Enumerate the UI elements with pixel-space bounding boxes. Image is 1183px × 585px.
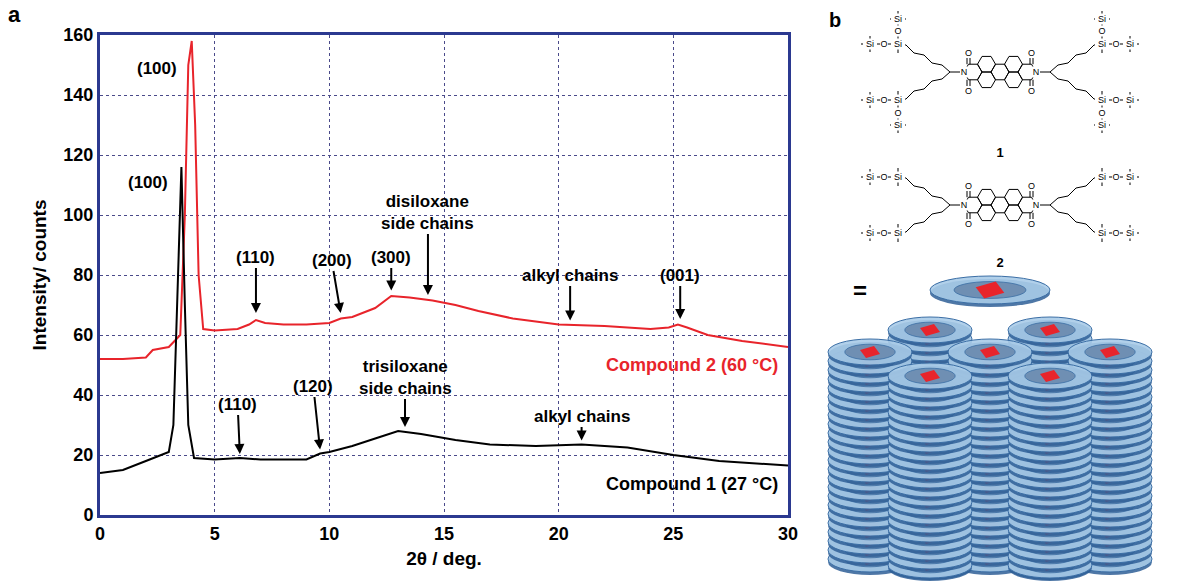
svg-text:O: O [965, 86, 972, 96]
svg-text:Si: Si [866, 172, 874, 182]
svg-text:O: O [1028, 48, 1035, 58]
svg-text:O: O [1028, 86, 1035, 96]
svg-text:O: O [965, 48, 972, 58]
svg-text:O: O [965, 181, 972, 191]
svg-text:Intensity/ counts: Intensity/ counts [29, 200, 50, 351]
svg-text:Si: Si [1098, 120, 1106, 130]
svg-text:(100): (100) [137, 59, 177, 78]
svg-text:O: O [1098, 108, 1105, 118]
svg-text:O: O [880, 228, 887, 238]
svg-text:Si: Si [1098, 172, 1106, 182]
svg-text:(300): (300) [371, 248, 411, 267]
svg-text:1: 1 [996, 145, 1003, 160]
svg-text:Si: Si [866, 95, 874, 105]
svg-text:O: O [880, 39, 887, 49]
svg-text:10: 10 [319, 524, 339, 544]
svg-text:O: O [965, 219, 972, 229]
svg-text:Si: Si [894, 120, 902, 130]
svg-text:N: N [1033, 200, 1040, 210]
svg-text:20: 20 [549, 524, 569, 544]
svg-text:Compound 2 (60 °C): Compound 2 (60 °C) [606, 355, 778, 375]
svg-text:5: 5 [210, 524, 220, 544]
svg-text:160: 160 [63, 25, 93, 45]
svg-text:Si: Si [866, 228, 874, 238]
svg-text:O: O [1112, 95, 1119, 105]
svg-text:N: N [1033, 67, 1040, 77]
svg-text:(120): (120) [293, 377, 333, 396]
svg-text:15: 15 [434, 524, 454, 544]
svg-text:O: O [880, 172, 887, 182]
svg-text:Si: Si [894, 172, 902, 182]
svg-text:20: 20 [73, 445, 93, 465]
svg-text:30: 30 [778, 524, 798, 544]
svg-text:Si: Si [1098, 39, 1106, 49]
svg-text:(200): (200) [312, 251, 352, 270]
svg-text:60: 60 [73, 325, 93, 345]
svg-text:O: O [894, 108, 901, 118]
svg-text:0: 0 [95, 524, 105, 544]
html-text:a: a [8, 2, 21, 27]
svg-text:alkyl chains: alkyl chains [534, 407, 630, 426]
svg-text:120: 120 [63, 145, 93, 165]
svg-text:0: 0 [83, 505, 93, 525]
svg-text:Si: Si [1098, 228, 1106, 238]
svg-text:O: O [1098, 26, 1105, 36]
svg-text:O: O [1028, 181, 1035, 191]
svg-text:(100): (100) [128, 173, 168, 192]
svg-text:Si: Si [1126, 172, 1134, 182]
svg-text:(110): (110) [236, 248, 275, 267]
svg-text:Si: Si [894, 95, 902, 105]
svg-text:80: 80 [73, 265, 93, 285]
svg-text:25: 25 [663, 524, 683, 544]
svg-text:O: O [1028, 219, 1035, 229]
svg-text:trisiloxaneside chains: trisiloxaneside chains [359, 357, 452, 398]
svg-text:Si: Si [1098, 95, 1106, 105]
svg-text:O: O [880, 95, 887, 105]
svg-text:Si: Si [1098, 14, 1106, 24]
svg-text:Si: Si [866, 39, 874, 49]
svg-text:Si: Si [894, 14, 902, 24]
svg-text:O: O [894, 26, 901, 36]
svg-text:Si: Si [894, 228, 902, 238]
svg-text:b: b [829, 9, 841, 31]
svg-text:(001): (001) [660, 266, 700, 285]
svg-text:2: 2 [996, 255, 1003, 270]
svg-text:Compound 1 (27 °C): Compound 1 (27 °C) [606, 474, 778, 494]
svg-text:disiloxaneside chains: disiloxaneside chains [381, 192, 474, 233]
svg-text:O: O [1112, 228, 1119, 238]
svg-text:Si: Si [1126, 228, 1134, 238]
svg-text:40: 40 [73, 385, 93, 405]
svg-text:2θ / deg.: 2θ / deg. [406, 548, 482, 569]
svg-text:100: 100 [63, 205, 93, 225]
svg-text:N: N [961, 67, 968, 77]
svg-text:Si: Si [1126, 39, 1134, 49]
svg-text:N: N [961, 200, 968, 210]
svg-text:Si: Si [1126, 95, 1134, 105]
svg-text:140: 140 [63, 85, 93, 105]
svg-text:(110): (110) [218, 395, 257, 414]
svg-text:Si: Si [894, 39, 902, 49]
svg-text:O: O [1112, 39, 1119, 49]
svg-text:alkyl chains: alkyl chains [522, 266, 618, 285]
svg-text:O: O [1112, 172, 1119, 182]
svg-text:=: = [853, 277, 867, 304]
